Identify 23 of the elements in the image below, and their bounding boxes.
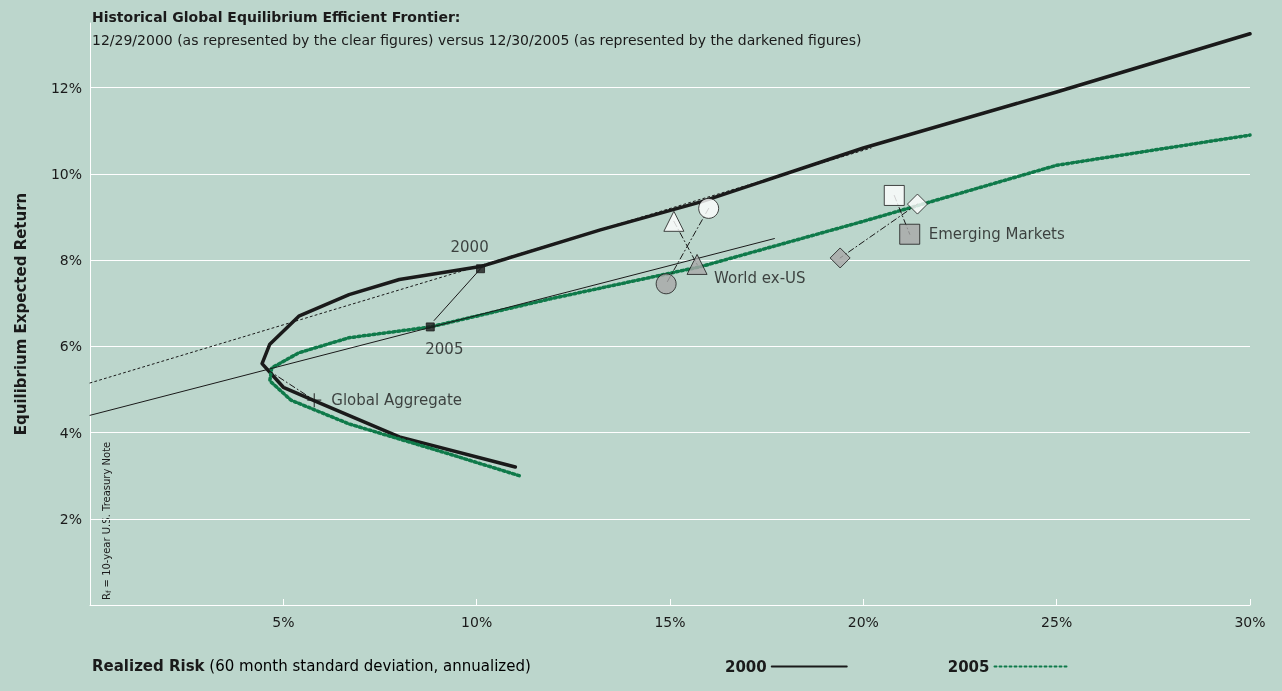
y-tick-label: 10%	[50, 165, 82, 182]
y-tick-label: 8%	[59, 252, 82, 269]
y-tick-label: 4%	[59, 424, 82, 441]
x-axis-title: Realized Risk (60 month standard deviation, annualized)	[92, 656, 531, 675]
y-axis-title: Equilibrium Expected Return	[11, 192, 30, 436]
annotation: Global Aggregate	[331, 391, 463, 410]
x-tick-label: 20%	[847, 614, 879, 630]
annotation: Emerging Markets	[928, 225, 1065, 244]
text: 12/29/2000 (as represented by the clear figures) versus 12/30/2005 (as represented by the darkened figures)	[92, 32, 862, 48]
legend-label: 2000	[725, 657, 767, 676]
x-tick-label: 25%	[1041, 614, 1073, 630]
x-tick-label: 10%	[461, 614, 493, 630]
annotation: 2005	[425, 339, 464, 358]
annotation: 2000	[450, 237, 489, 256]
x-tick-label: 15%	[654, 614, 686, 630]
y-tick-label: 6%	[59, 338, 82, 355]
chart-title: Historical Global Equilibrium Efficient Frontier:	[92, 9, 461, 25]
legend-label: 2005	[947, 657, 990, 676]
y-tick-label: 12%	[50, 79, 82, 96]
x-tick-label: 30%	[1234, 614, 1266, 630]
y-tick-label: 2%	[59, 510, 82, 527]
annotation: World ex-US	[714, 269, 806, 288]
x-tick-label: 5%	[272, 614, 295, 630]
